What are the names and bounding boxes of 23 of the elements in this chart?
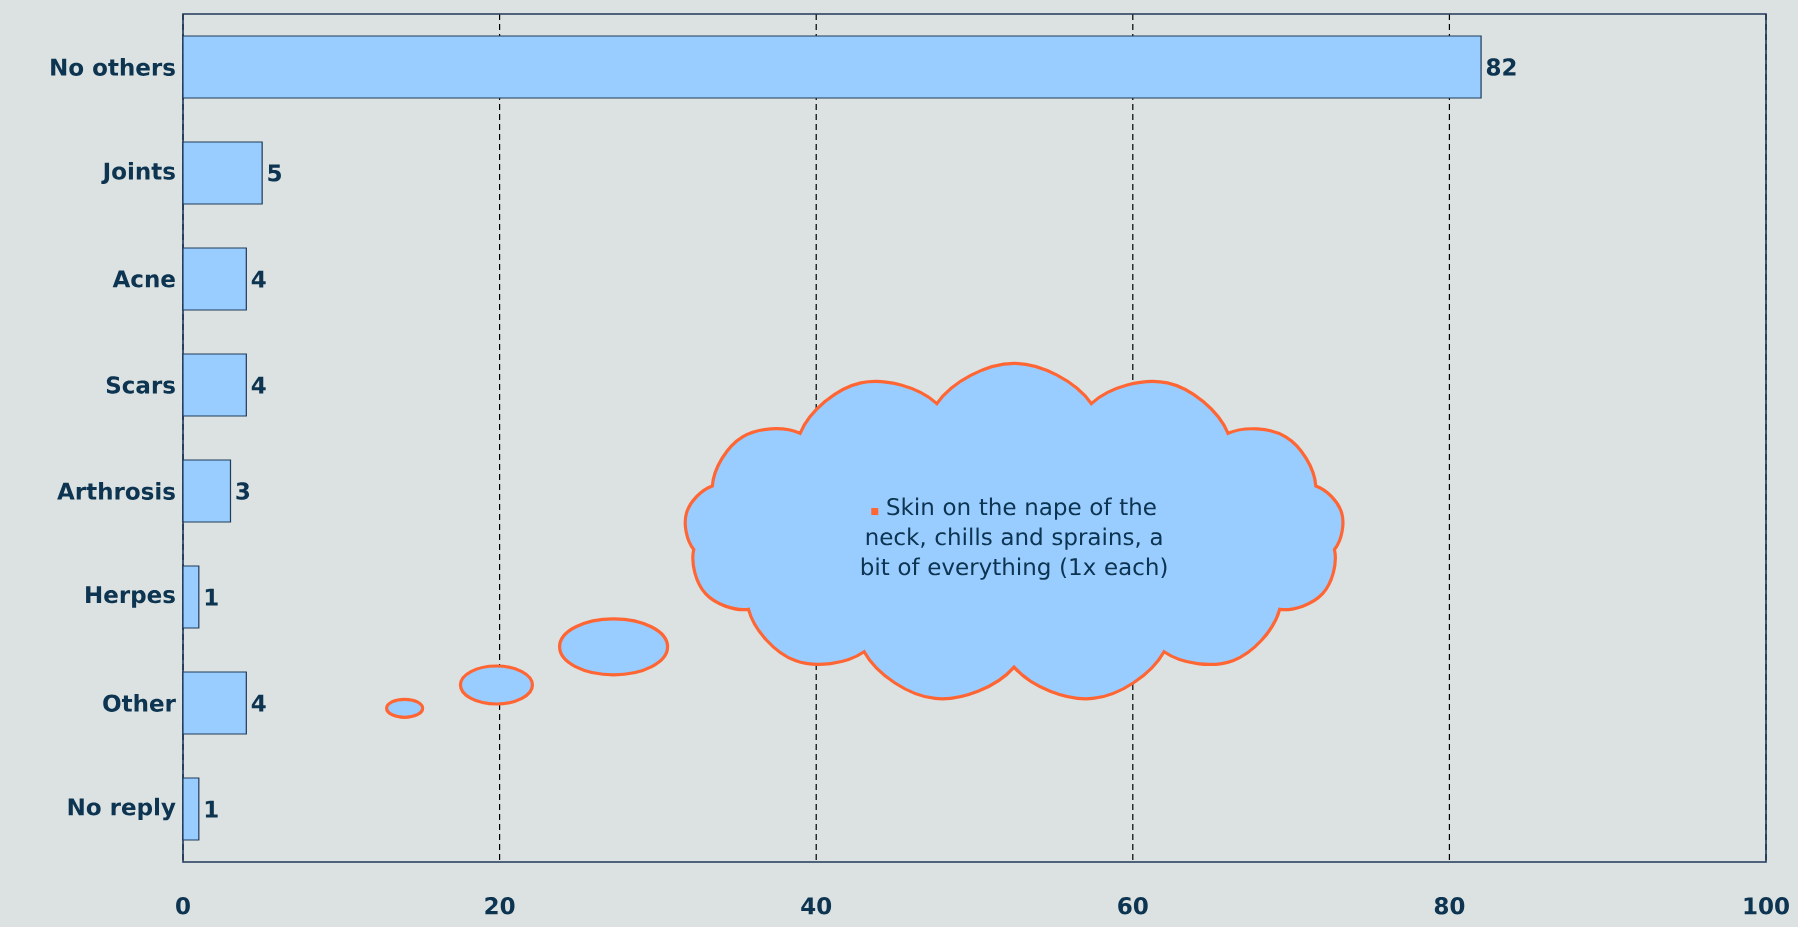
y-tick-label: No others — [51, 58, 175, 76]
data-label: 3 — [236, 482, 250, 500]
x-tick-label: 60 — [1118, 897, 1148, 915]
y-tick-label: Scars — [106, 376, 175, 394]
annotation: Skin on the nape of the neck, chills and sprains, a bit of everything (1x each) — [861, 497, 1167, 580]
data-label: 1 — [205, 588, 218, 606]
data-label: 1 — [205, 800, 218, 818]
y-tick-label: Joints — [101, 161, 175, 185]
x-tick-label: 80 — [1434, 897, 1465, 915]
data-label: 5 — [268, 164, 281, 182]
data-label: 4 — [251, 376, 266, 394]
x-tick-label: 40 — [801, 897, 832, 915]
x-tick-label: 0 — [176, 897, 190, 915]
y-tick-label: No reply — [68, 797, 176, 821]
x-tick-label: 100 — [1744, 897, 1789, 915]
x-tick-label: 20 — [485, 897, 515, 915]
data-label: 82 — [1486, 58, 1516, 76]
y-tick-label: Other — [103, 694, 176, 712]
data-label: 4 — [251, 270, 266, 288]
y-tick-label: Herpes — [86, 586, 175, 608]
data-label: 4 — [251, 694, 266, 712]
y-tick-label: Arthrosis — [57, 482, 175, 500]
y-tick-label: Acne — [112, 270, 175, 288]
